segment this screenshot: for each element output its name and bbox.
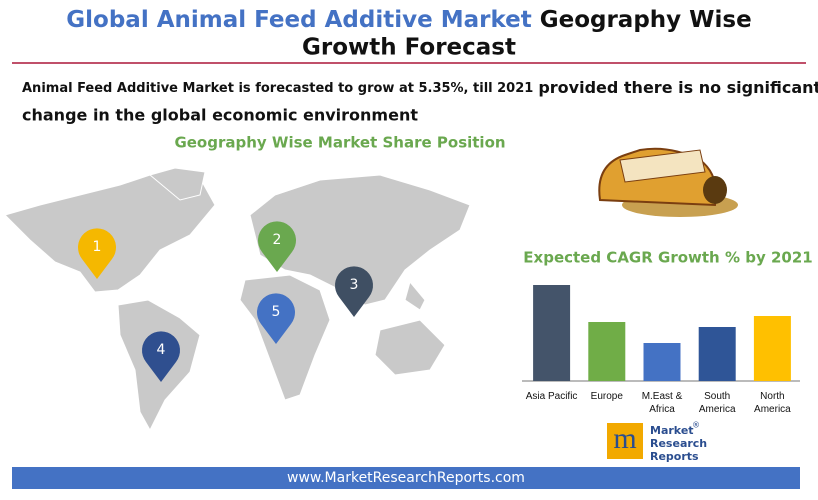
map-pin: 2 <box>258 221 296 272</box>
summary: Animal Feed Additive Market is forecaste… <box>22 78 818 97</box>
pin-shape <box>142 331 180 382</box>
world-map <box>4 167 471 432</box>
logo: m Market Research Reports ® <box>607 421 707 463</box>
pin-shape <box>258 221 296 272</box>
summary-part2-line2: change in the global economic environmen… <box>22 106 418 125</box>
chart-title: Expected CAGR Growth % by 2021 <box>523 249 812 267</box>
bar <box>588 322 626 381</box>
bar <box>698 327 736 381</box>
pin-label: 5 <box>272 304 281 320</box>
logo-box <box>607 423 643 459</box>
title-highlight: Global Animal Feed Additive Market <box>66 7 531 33</box>
x-tick-label: Europe <box>590 391 623 402</box>
summary-part1: Animal Feed Additive Market is forecaste… <box>22 81 533 96</box>
x-tick-label: North America <box>754 391 791 415</box>
x-tick-label: M.East & Africa <box>641 391 683 415</box>
footer-bar <box>12 467 800 489</box>
pin-label: 2 <box>273 232 282 248</box>
x-tick-label: Asia Pacific <box>525 391 578 402</box>
pin-shape <box>257 293 295 344</box>
bar <box>533 285 571 381</box>
footer-url[interactable]: www.MarketResearchReports.com <box>287 470 525 486</box>
title-rest-a: Geography Wise <box>540 7 752 33</box>
pin-shape <box>78 228 117 279</box>
summary-part2: provided there is no significant <box>538 78 818 97</box>
pin-shape <box>335 266 373 317</box>
map-pin: 1 <box>78 228 117 279</box>
pin-label: 4 <box>157 342 166 358</box>
feed-bag <box>598 147 738 217</box>
logo-text: Market <box>650 424 694 437</box>
pin-label: 1 <box>93 239 102 255</box>
bar <box>643 343 681 381</box>
logo-text: Research <box>650 437 707 450</box>
map-pin: 3 <box>335 266 373 317</box>
bar <box>753 316 791 381</box>
map-heading: Geography Wise Market Share Position <box>174 134 505 152</box>
x-tick-label: South America <box>698 391 736 415</box>
title: Global Animal Feed Additive Market Geogra… <box>66 7 751 33</box>
map-pin: 4 <box>142 331 180 382</box>
logo-text: Reports <box>650 450 699 463</box>
logo-m: m <box>613 422 636 455</box>
logo-mark: ® <box>692 421 700 430</box>
title-line2: Growth Forecast <box>302 35 516 61</box>
pin-label: 3 <box>350 277 359 293</box>
map-pin: 5 <box>257 293 295 344</box>
